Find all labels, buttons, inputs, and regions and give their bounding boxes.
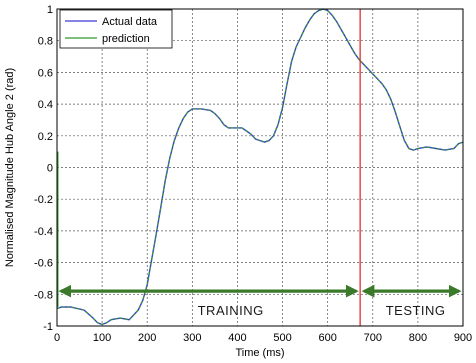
x-tick-label: 400 <box>228 332 246 344</box>
x-tick-label: 700 <box>364 332 382 344</box>
x-axis-label: Time (ms) <box>235 347 284 359</box>
x-tick-label: 500 <box>273 332 291 344</box>
x-tick-label: 600 <box>318 332 336 344</box>
y-tick-label: 0.4 <box>38 99 53 111</box>
series-line-actual-data <box>56 8 464 326</box>
annotation-layer: TRAINING TESTING <box>58 284 462 318</box>
series-layer <box>56 8 464 326</box>
tick-layer: 0 100 200 300 400 500 600 700 800 900 -1 -0.8 -0.6 -0… <box>34 4 472 344</box>
legend-box <box>59 9 173 49</box>
y-tick-label: 0.6 <box>38 67 53 79</box>
y-tick-label: 0.2 <box>38 131 53 143</box>
legend: Actual data prediction <box>59 9 173 49</box>
legend-entry: prediction <box>102 33 150 45</box>
y-tick-label: -0.2 <box>34 194 53 206</box>
x-tick-label: 100 <box>93 332 111 344</box>
annotation-label: TESTING <box>386 303 446 318</box>
x-tick-label: 0 <box>54 332 60 344</box>
y-tick-label: -0.8 <box>34 289 53 301</box>
y-tick-label: -0.6 <box>34 258 53 270</box>
y-tick-label: 0 <box>47 163 53 175</box>
y-axis-label: Normalised Magnitude Hub Angle 2 (rad) <box>4 68 16 267</box>
y-tick-label: 0.8 <box>38 36 53 48</box>
x-tick-label: 900 <box>454 332 472 344</box>
grid <box>57 9 463 326</box>
series-line-prediction <box>56 8 464 325</box>
x-tick-label: 800 <box>409 332 427 344</box>
x-tick-label: 300 <box>183 332 201 344</box>
annotation-label: TRAINING <box>198 303 264 318</box>
x-tick-label: 200 <box>138 332 156 344</box>
plot-frame <box>56 8 464 327</box>
y-tick-label: 1 <box>47 4 53 16</box>
y-tick-label: -0.4 <box>34 226 53 238</box>
y-tick-label: -1 <box>43 321 53 333</box>
legend-entry: Actual data <box>102 16 158 28</box>
